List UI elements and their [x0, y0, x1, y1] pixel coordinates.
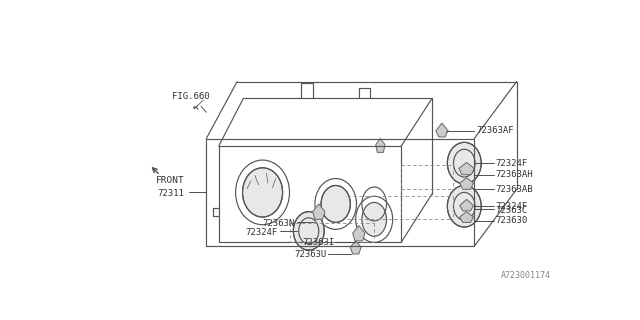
Text: 723630: 723630 [496, 216, 528, 225]
Text: 72363I: 72363I [302, 238, 334, 247]
Text: 72363N: 72363N [262, 219, 295, 228]
Polygon shape [436, 123, 448, 137]
Text: 72324F: 72324F [246, 228, 278, 237]
Polygon shape [350, 241, 361, 254]
Polygon shape [460, 212, 474, 222]
Polygon shape [460, 178, 474, 189]
Text: 72363C: 72363C [496, 206, 528, 215]
Polygon shape [312, 204, 325, 219]
Text: 72363U: 72363U [294, 250, 326, 259]
Text: 72363AB: 72363AB [496, 185, 534, 194]
Text: 72324F: 72324F [496, 202, 528, 211]
Ellipse shape [321, 186, 350, 222]
Ellipse shape [447, 142, 481, 184]
Polygon shape [376, 139, 385, 152]
Polygon shape [459, 162, 474, 175]
Text: FIG.660: FIG.660 [172, 92, 210, 101]
Text: FRONT: FRONT [156, 176, 185, 185]
Text: A723001174: A723001174 [501, 271, 551, 280]
Text: 72311: 72311 [157, 189, 184, 198]
Ellipse shape [362, 203, 387, 236]
Ellipse shape [243, 168, 283, 217]
Text: 72324F: 72324F [496, 159, 528, 168]
Ellipse shape [293, 212, 324, 250]
Polygon shape [353, 226, 365, 241]
Text: 72363AF: 72363AF [477, 126, 514, 135]
Polygon shape [460, 199, 474, 211]
Ellipse shape [447, 186, 481, 227]
Text: 72363AH: 72363AH [496, 170, 534, 179]
